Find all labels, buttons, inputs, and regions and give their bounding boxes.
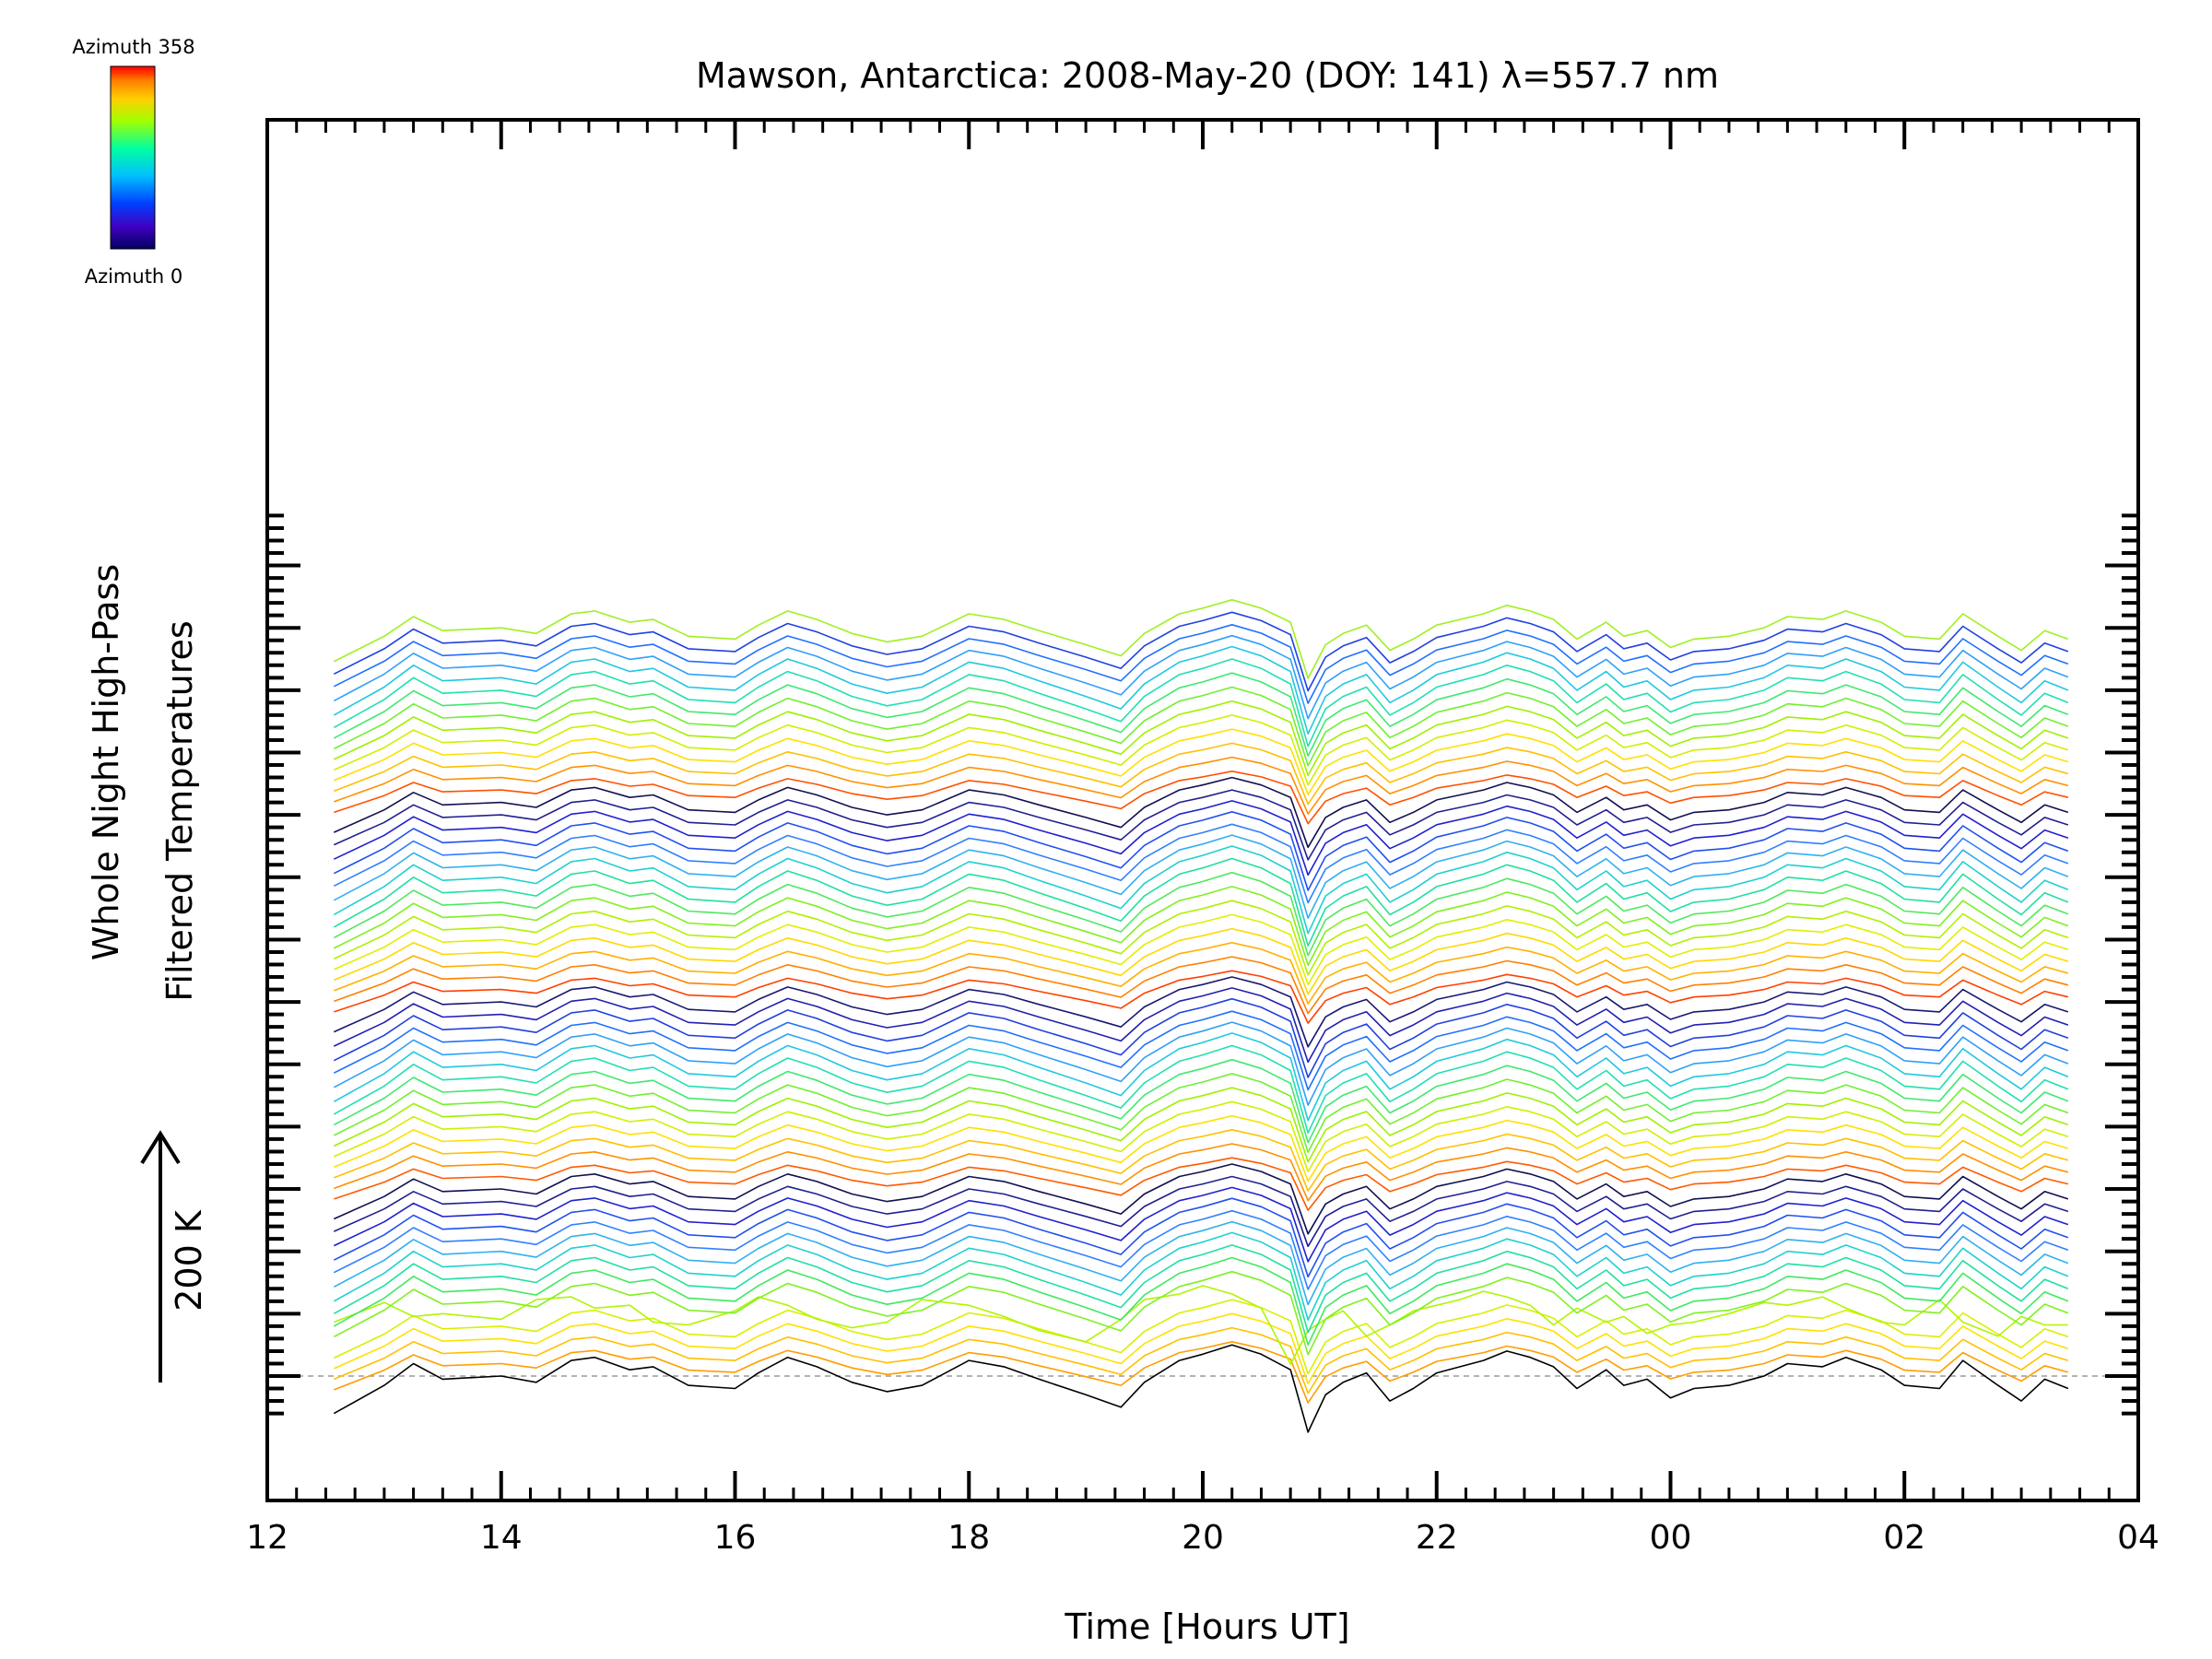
series-line-34 xyxy=(333,927,2069,995)
series-group xyxy=(333,598,2069,1433)
series-line-29 xyxy=(333,987,2069,1064)
series-line-23 xyxy=(333,1058,2069,1144)
x-axis-title: Time [Hours UT] xyxy=(1064,1606,1349,1647)
series-line-4 xyxy=(333,1299,2069,1375)
series-line-59 xyxy=(333,611,2069,692)
series-line-53 xyxy=(333,686,2069,767)
series-line-28 xyxy=(333,997,2069,1078)
series-line-48 xyxy=(334,756,2069,815)
series-line-55 xyxy=(333,658,2069,747)
colorbar-bottom-label: Azimuth 0 xyxy=(85,265,183,288)
series-line-18 xyxy=(334,1129,2069,1192)
series-line-6 xyxy=(333,1270,2069,1356)
series-line-15 xyxy=(333,1163,2069,1235)
series-line-27 xyxy=(333,1010,2069,1091)
x-tick-label: 22 xyxy=(1416,1519,1458,1557)
series-line-35 xyxy=(333,913,2069,985)
series-line-14 xyxy=(333,1175,2069,1248)
series-line-11 xyxy=(333,1209,2069,1290)
series-line-13 xyxy=(333,1186,2069,1263)
series-line-40 xyxy=(333,845,2069,935)
series-line-2 xyxy=(333,1326,2069,1394)
series-line-31 xyxy=(334,970,2069,1024)
series-line-43 xyxy=(333,810,2069,891)
plot-frame xyxy=(265,118,2140,1502)
x-tick-label: 16 xyxy=(714,1519,757,1557)
series-line-8 xyxy=(333,1244,2069,1334)
series-line-57 xyxy=(333,634,2069,720)
series-line-37 xyxy=(333,886,2069,966)
x-tick-label: 04 xyxy=(2117,1519,2159,1557)
series-line-36 xyxy=(333,900,2069,976)
x-tick-label: 02 xyxy=(1883,1519,1925,1557)
series-line-39 xyxy=(333,857,2069,947)
series-line-7 xyxy=(333,1256,2069,1346)
series-line-25 xyxy=(333,1032,2069,1122)
series-line-47 xyxy=(334,770,2069,825)
series-line-38 xyxy=(333,871,2069,957)
chart-title: Mawson, Antarctica: 2008-May-20 (DOY: 14… xyxy=(696,55,1719,96)
series-line-58 xyxy=(333,623,2069,704)
series-line-33 xyxy=(334,941,2069,1005)
series-line-51 xyxy=(333,714,2069,786)
x-tick-label: 20 xyxy=(1182,1519,1224,1557)
series-line-10 xyxy=(333,1220,2069,1306)
series-line-17 xyxy=(334,1143,2069,1202)
series-line-32 xyxy=(334,956,2069,1015)
series-line-5 xyxy=(334,1285,2068,1365)
series-line-9 xyxy=(333,1231,2069,1321)
colorbar-top-label: Azimuth 358 xyxy=(72,36,194,58)
series-line-30 xyxy=(333,976,2069,1048)
x-tick-label: 18 xyxy=(947,1519,990,1557)
series-line-3 xyxy=(333,1312,2069,1384)
series-line-1 xyxy=(334,1341,2069,1404)
series-line-20 xyxy=(333,1100,2069,1172)
x-tick-label: 00 xyxy=(1650,1519,1692,1557)
series-line-50 xyxy=(333,728,2069,796)
axes: 12 14 16 18 20 22 00 02 04 xyxy=(246,118,2159,1557)
x-tick-label: 12 xyxy=(246,1519,288,1557)
scale-arrow-head xyxy=(140,1130,181,1165)
series-line-52 xyxy=(333,700,2069,777)
series-line-26 xyxy=(333,1021,2069,1106)
series-line-41 xyxy=(333,834,2069,919)
series-line-0 xyxy=(333,1344,2069,1433)
series-line-12 xyxy=(333,1197,2069,1278)
x-tick-label: 14 xyxy=(480,1519,523,1557)
series-line-42 xyxy=(333,823,2069,904)
series-line-45 xyxy=(333,789,2069,861)
series-line-56 xyxy=(333,645,2069,735)
series-line-16 xyxy=(334,1157,2069,1211)
series-line-46 xyxy=(333,776,2069,849)
series-line-60 xyxy=(333,598,2069,679)
y-axis-title-line1: Whole Night High-Pass xyxy=(86,564,126,960)
colorbar xyxy=(110,65,156,250)
series-line-44 xyxy=(333,800,2069,877)
series-line-21 xyxy=(333,1087,2069,1163)
series-line-24 xyxy=(333,1044,2069,1134)
series-line-49 xyxy=(334,742,2069,806)
scale-label: 200 K xyxy=(169,1209,209,1312)
series-line-22 xyxy=(333,1073,2069,1153)
y-axis-title-line2: Filtered Temperatures xyxy=(159,620,200,1001)
series-line-19 xyxy=(333,1114,2069,1182)
series-line-54 xyxy=(333,672,2069,758)
